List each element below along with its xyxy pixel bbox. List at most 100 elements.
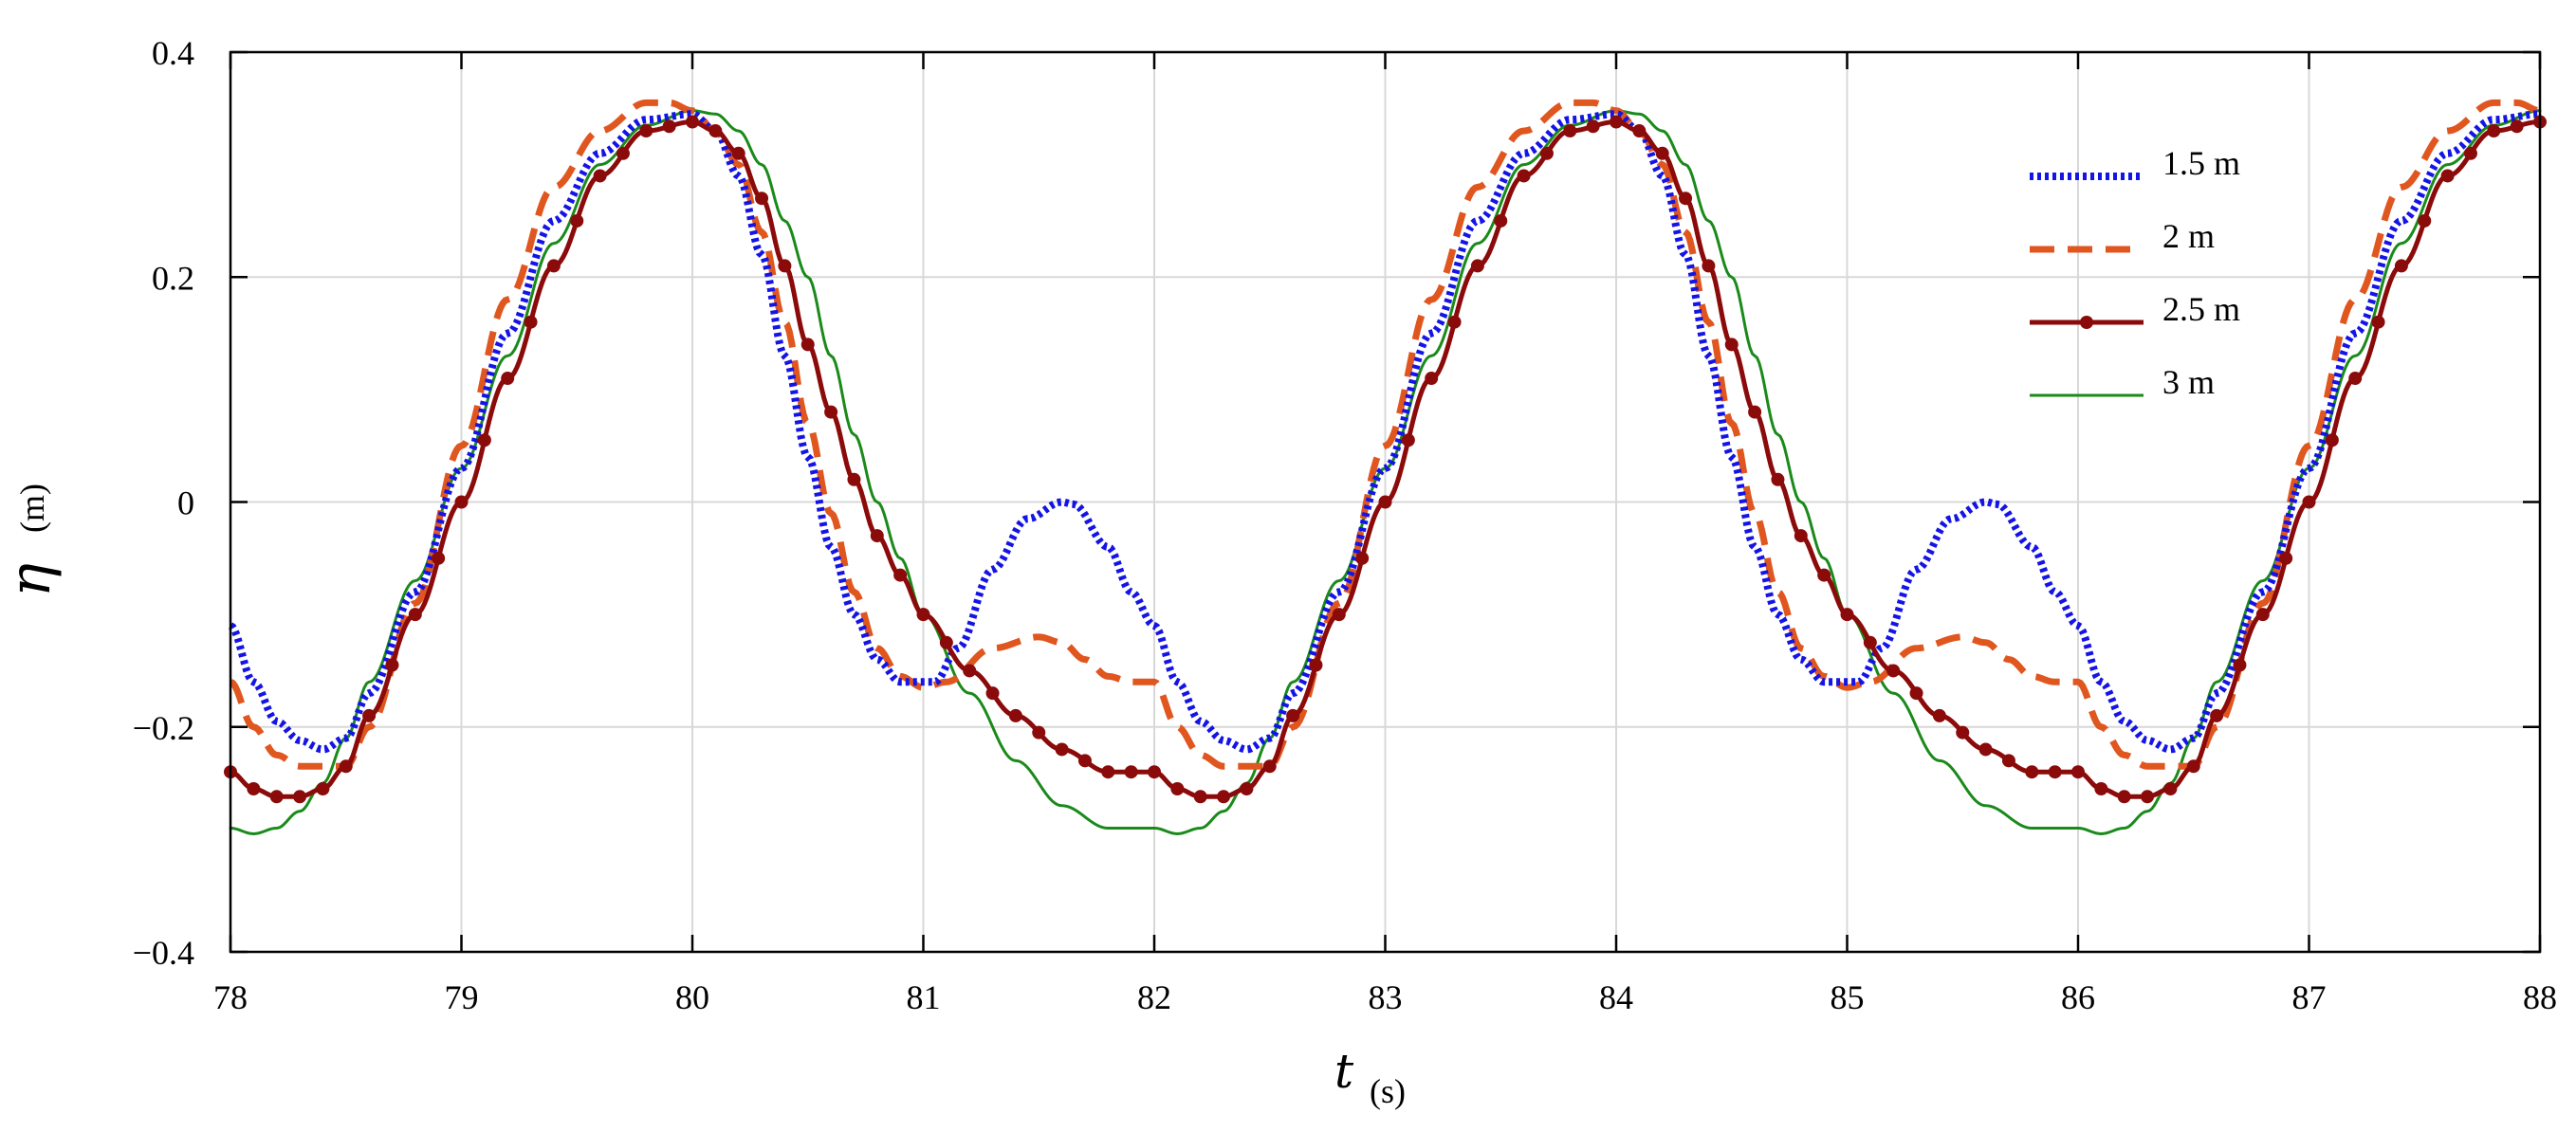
series-marker: [1309, 658, 1323, 672]
x-tick-label: 87: [2292, 978, 2327, 1016]
series-marker: [1863, 635, 1877, 649]
series-marker: [1956, 725, 1970, 739]
series-marker: [800, 338, 815, 352]
series-marker: [1217, 790, 1231, 804]
x-axis-unit: (s): [1370, 1072, 1406, 1110]
series-marker: [2394, 259, 2408, 273]
series-line: [228, 110, 2542, 754]
series-marker: [2371, 315, 2385, 329]
series-marker: [477, 433, 491, 447]
series-marker: [1124, 765, 1138, 779]
series-marker: [1193, 790, 1207, 804]
series-marker: [2418, 213, 2432, 228]
series-marker: [847, 472, 861, 486]
series-marker: [916, 608, 930, 622]
series-marker: [2001, 754, 2015, 768]
series-marker: [2510, 119, 2524, 134]
series-marker: [316, 781, 330, 795]
series-marker: [2255, 608, 2270, 622]
series-marker: [1539, 146, 1554, 160]
series-marker: [293, 790, 307, 804]
y-axis-label: η (m): [0, 484, 64, 597]
ticks: [229, 50, 2542, 954]
series-marker: [1032, 725, 1046, 739]
series-marker: [454, 495, 469, 509]
series-marker: [939, 635, 953, 649]
series-marker: [639, 124, 653, 138]
series-marker: [1170, 781, 1185, 795]
series-marker: [1148, 765, 1161, 779]
series-marker: [1909, 686, 1923, 701]
series-marker: [362, 708, 377, 722]
y-tick-label: −0.2: [133, 709, 194, 747]
series-marker: [2025, 765, 2039, 779]
series-marker: [1470, 259, 1484, 273]
series-1-5-mline: [228, 110, 2542, 754]
legend-item: 1.5 m: [2030, 144, 2240, 182]
series-marker: [570, 213, 584, 228]
series-marker: [963, 664, 977, 678]
series-marker: [1494, 213, 1508, 228]
series-marker: [1563, 124, 1577, 138]
series-2-mline: [229, 99, 2542, 770]
series-marker: [524, 315, 538, 329]
series-marker: [2163, 781, 2178, 795]
y-tick-label: 0.4: [152, 34, 194, 72]
series-marker: [1355, 551, 1370, 565]
series-marker: [501, 372, 515, 386]
series-marker: [1401, 433, 1415, 447]
series-marker: [1679, 192, 1693, 206]
legend-item: 3 m: [2030, 363, 2215, 401]
series-line: [229, 99, 2542, 770]
series-marker: [1055, 742, 1069, 757]
x-tick-label: 88: [2523, 978, 2557, 1016]
y-axis-unit: (m): [13, 484, 51, 533]
x-tick-label: 83: [1369, 978, 1403, 1016]
series-marker: [1840, 608, 1854, 622]
series-marker: [2302, 495, 2316, 509]
series-marker: [2440, 169, 2455, 183]
x-tick-label: 81: [907, 978, 941, 1016]
series-marker: [1794, 529, 1808, 543]
series-marker: [1610, 115, 1623, 129]
x-tick-label: 82: [1137, 978, 1171, 1016]
series-marker: [1517, 169, 1531, 183]
legend-label: 1.5 m: [2162, 144, 2240, 182]
x-tick-label: 84: [1599, 978, 1633, 1016]
series-marker: [1817, 568, 1831, 582]
y-tick-label: 0: [177, 484, 194, 522]
series-marker: [731, 146, 745, 160]
series-marker: [408, 608, 422, 622]
series-marker: [1771, 472, 1785, 486]
series-marker: [616, 146, 630, 160]
series-marker: [1655, 146, 1669, 160]
series-marker: [1886, 664, 1901, 678]
series-marker: [1724, 338, 1739, 352]
series-marker: [2186, 759, 2200, 774]
series-marker: [269, 790, 284, 804]
series-marker: [2141, 790, 2155, 804]
legend-label: 2.5 m: [2162, 290, 2240, 328]
series-marker: [2279, 551, 2293, 565]
series-marker: [1702, 259, 1716, 273]
series-marker: [662, 119, 676, 134]
series-marker: [778, 259, 792, 273]
series-marker: [2048, 765, 2062, 779]
series-marker: [1447, 315, 1462, 329]
series-marker: [1262, 759, 1277, 774]
series-marker: [1286, 708, 1300, 722]
series-marker: [2210, 708, 2224, 722]
tick-labels: 78 79 80 81 82 83 84 85 86 87 88 0.4 0.2 0 −0.2 −0.4: [133, 34, 2557, 1016]
series-marker: [2325, 433, 2339, 447]
x-tick-label: 86: [2061, 978, 2095, 1016]
series-marker: [1932, 708, 1946, 722]
y-axis-symbol: η: [0, 563, 64, 597]
legend-item: 2.5 m: [2030, 290, 2240, 329]
series-marker: [339, 759, 353, 774]
series-marker: [1378, 495, 1392, 509]
x-tick-label: 85: [1831, 978, 1865, 1016]
x-tick-label: 78: [213, 978, 248, 1016]
legend: 1.5 m 2 m 2.5 m 3 m: [2030, 144, 2240, 401]
x-axis-symbol: t: [1334, 1044, 1354, 1099]
